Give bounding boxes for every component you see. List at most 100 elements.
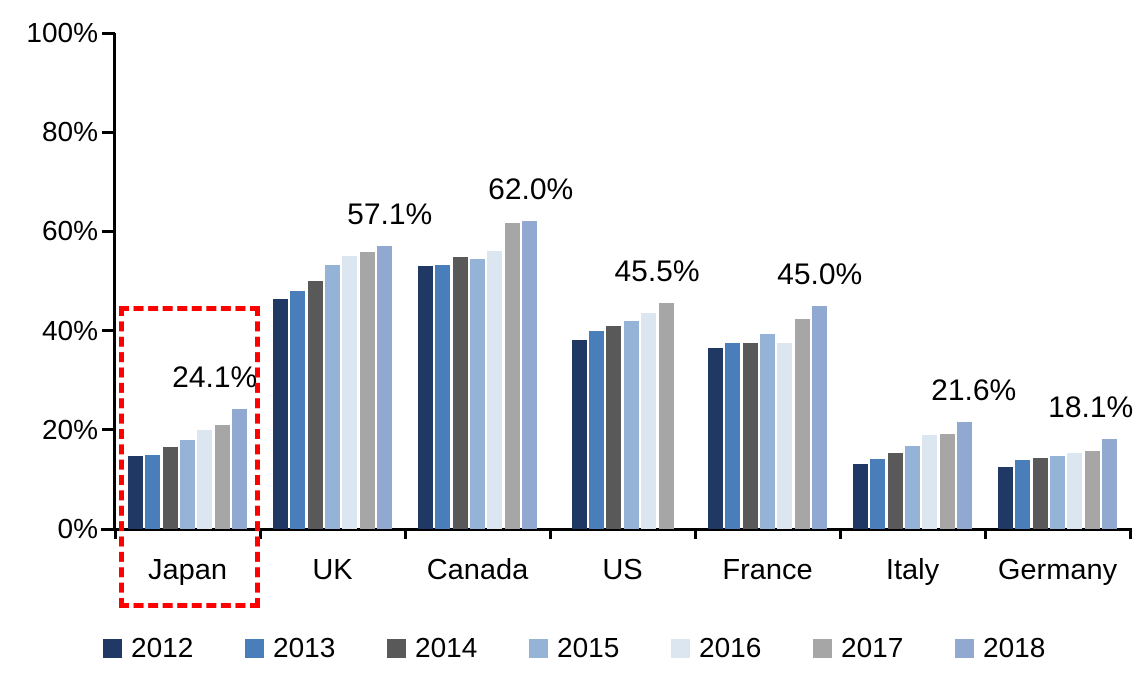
bar-germany-2012 xyxy=(997,467,1013,529)
bar-canada-2016 xyxy=(487,250,503,529)
x-tick-mark xyxy=(1128,529,1132,539)
bar-uk-2018 xyxy=(377,245,393,529)
y-tick-label: 20% xyxy=(41,413,98,445)
bar-germany-2016 xyxy=(1067,452,1083,529)
bar-germany-2017 xyxy=(1084,450,1100,529)
bar-japan-2017 xyxy=(214,424,230,529)
legend-entry-2016: 2016 xyxy=(671,630,761,666)
y-tick-mark xyxy=(102,229,115,233)
legend-label-2013: 2013 xyxy=(273,632,336,663)
y-tick-label: 60% xyxy=(41,215,98,247)
bar-italy-2018 xyxy=(957,421,973,529)
bar-canada-2012 xyxy=(417,266,433,529)
legend-swatch-2014 xyxy=(387,638,406,658)
legend-label-2012: 2012 xyxy=(131,632,194,663)
y-axis-line xyxy=(113,33,116,530)
bar-france-2016 xyxy=(777,343,793,529)
bar-france-2013 xyxy=(725,342,741,529)
legend-entry-2017: 2017 xyxy=(813,630,903,666)
y-tick-label: 0% xyxy=(57,513,98,544)
legend-entry-2018: 2018 xyxy=(955,630,1045,666)
y-tick-mark xyxy=(102,527,115,531)
bar-canada-2017 xyxy=(504,222,520,529)
data-label-japan: 24.1% xyxy=(172,361,258,395)
bar-uk-2014 xyxy=(307,281,323,529)
legend: 2012 2013 2014 2015 2016 2017 2018 xyxy=(0,630,1142,670)
bar-uk-2017 xyxy=(359,251,375,529)
y-tick-mark xyxy=(102,130,115,134)
y-tick-mark xyxy=(102,329,115,333)
legend-label-2017: 2017 xyxy=(841,632,904,663)
bar-uk-2012 xyxy=(272,299,288,529)
data-label-italy: 21.6% xyxy=(931,373,1017,407)
bar-japan-2015 xyxy=(180,439,195,529)
bar-us-2015 xyxy=(623,321,639,529)
y-tick-mark xyxy=(102,428,115,432)
bar-italy-2015 xyxy=(905,446,920,529)
y-tick-label: 80% xyxy=(41,116,98,148)
bar-japan-2012 xyxy=(127,455,143,529)
bar-france-2012 xyxy=(707,348,723,529)
data-label-us: 45.5% xyxy=(614,255,700,289)
bar-japan-2018 xyxy=(232,409,248,529)
x-tick-mark xyxy=(983,529,987,539)
x-tick-mark xyxy=(548,529,552,539)
category-label-germany: Germany xyxy=(997,554,1118,586)
bar-uk-2013 xyxy=(290,291,306,529)
bar-canada-2013 xyxy=(435,264,451,529)
x-tick-mark xyxy=(258,529,262,539)
bar-japan-2013 xyxy=(145,454,161,529)
bar-canada-2018 xyxy=(522,221,538,529)
data-label-france: 45.0% xyxy=(777,257,863,291)
bar-us-2016 xyxy=(641,313,657,529)
category-label-canada: Canada xyxy=(426,554,529,586)
legend-entry-2012: 2012 xyxy=(103,630,193,666)
x-tick-mark xyxy=(693,529,697,539)
data-label-germany: 18.1% xyxy=(1048,391,1134,425)
y-tick-label: 100% xyxy=(26,17,98,48)
bar-japan-2016 xyxy=(197,429,213,529)
x-tick-mark xyxy=(113,529,117,539)
bar-uk-2015 xyxy=(325,265,340,529)
legend-entry-2015: 2015 xyxy=(529,630,619,666)
bar-italy-2014 xyxy=(887,453,903,529)
bar-us-2013 xyxy=(588,330,604,529)
japan-highlight-rectangle xyxy=(119,306,260,608)
bar-japan-2014 xyxy=(162,447,178,529)
legend-label-2018: 2018 xyxy=(983,632,1046,663)
legend-entry-2014: 2014 xyxy=(387,630,477,666)
legend-label-2014: 2014 xyxy=(415,632,478,663)
bar-france-2018 xyxy=(812,305,828,529)
bar-canada-2015 xyxy=(470,258,485,529)
category-label-us: US xyxy=(602,554,643,586)
bar-us-2017 xyxy=(658,303,674,529)
legend-swatch-2015 xyxy=(529,638,548,658)
x-axis-line xyxy=(101,528,1132,531)
bar-italy-2017 xyxy=(939,434,955,529)
x-tick-mark xyxy=(838,529,842,539)
category-label-france: France xyxy=(722,554,813,586)
bar-germany-2018 xyxy=(1102,439,1118,529)
bar-germany-2014 xyxy=(1032,457,1048,529)
bar-uk-2016 xyxy=(342,256,358,529)
data-label-canada: 62.0% xyxy=(488,173,574,207)
bar-us-2012 xyxy=(571,340,587,529)
bar-germany-2015 xyxy=(1050,456,1065,529)
legend-swatch-2017 xyxy=(813,638,832,658)
legend-swatch-2018 xyxy=(955,638,974,658)
bar-france-2017 xyxy=(794,319,810,529)
legend-swatch-2013 xyxy=(245,638,264,658)
category-label-uk: UK xyxy=(312,554,353,586)
legend-label-2015: 2015 xyxy=(557,632,620,663)
category-label-japan: Japan xyxy=(147,554,227,586)
bar-france-2015 xyxy=(760,334,775,529)
legend-swatch-2016 xyxy=(671,638,690,658)
legend-swatch-2012 xyxy=(103,638,122,658)
data-label-uk: 57.1% xyxy=(347,197,433,231)
bar-us-2014 xyxy=(606,326,622,529)
bar-italy-2016 xyxy=(922,435,938,529)
bar-italy-2013 xyxy=(870,459,886,529)
bar-canada-2014 xyxy=(452,257,468,529)
